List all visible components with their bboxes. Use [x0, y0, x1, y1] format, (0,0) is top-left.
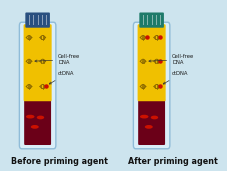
- Text: After priming agent: After priming agent: [128, 157, 217, 166]
- FancyBboxPatch shape: [139, 12, 163, 28]
- Text: Before priming agent: Before priming agent: [11, 157, 107, 166]
- FancyBboxPatch shape: [133, 22, 169, 149]
- FancyBboxPatch shape: [19, 22, 56, 149]
- Bar: [159, 15, 160, 25]
- Ellipse shape: [31, 125, 39, 129]
- Bar: [155, 15, 156, 25]
- Bar: [151, 15, 152, 25]
- Bar: [37, 15, 39, 25]
- FancyBboxPatch shape: [25, 12, 50, 28]
- Bar: [42, 15, 43, 25]
- Text: ctDNA: ctDNA: [49, 71, 74, 84]
- Ellipse shape: [150, 116, 158, 119]
- FancyBboxPatch shape: [24, 98, 51, 145]
- Ellipse shape: [37, 116, 44, 119]
- Bar: [147, 15, 148, 25]
- Bar: [33, 15, 34, 25]
- Bar: [29, 15, 30, 25]
- Ellipse shape: [139, 115, 148, 119]
- Text: Cell-free
DNA: Cell-free DNA: [148, 54, 194, 65]
- Bar: [46, 15, 47, 25]
- Ellipse shape: [26, 115, 34, 119]
- Text: ctDNA: ctDNA: [163, 71, 188, 84]
- FancyBboxPatch shape: [137, 24, 165, 101]
- Text: Cell-free
DNA: Cell-free DNA: [35, 54, 80, 65]
- FancyBboxPatch shape: [138, 98, 164, 145]
- FancyBboxPatch shape: [24, 24, 52, 101]
- Ellipse shape: [144, 125, 152, 129]
